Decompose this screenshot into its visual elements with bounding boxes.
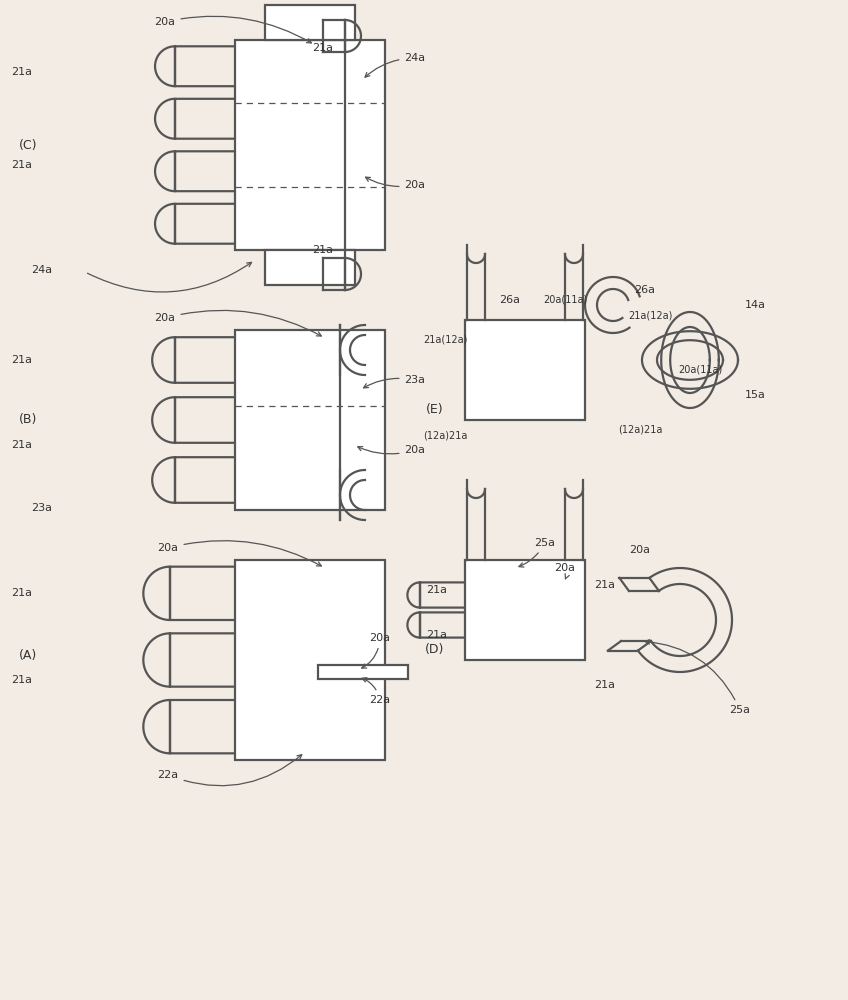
Text: 21a: 21a <box>427 585 448 595</box>
Text: 21a: 21a <box>594 580 616 590</box>
Text: 21a(12a): 21a(12a) <box>628 310 672 320</box>
Bar <box>265 250 355 285</box>
Bar <box>235 330 385 510</box>
Text: (E): (E) <box>427 403 444 416</box>
Text: 20a: 20a <box>629 545 650 555</box>
Bar <box>318 665 408 679</box>
Text: 26a: 26a <box>499 295 521 305</box>
Text: 21a: 21a <box>12 675 32 685</box>
Text: 21a(12a): 21a(12a) <box>423 335 467 345</box>
Text: 21a: 21a <box>427 630 448 640</box>
Text: (A): (A) <box>19 648 37 662</box>
Text: (B): (B) <box>19 414 37 426</box>
Text: 20a: 20a <box>555 563 576 579</box>
Text: 24a: 24a <box>365 53 426 77</box>
Text: 23a: 23a <box>31 503 53 513</box>
Text: 20a: 20a <box>154 16 311 43</box>
Text: 21a: 21a <box>12 440 32 450</box>
Text: 20a: 20a <box>154 310 321 336</box>
Text: (12a)21a: (12a)21a <box>423 430 467 440</box>
Text: 24a: 24a <box>31 265 53 275</box>
Bar <box>235 560 385 760</box>
Bar <box>465 560 585 660</box>
Text: 20a: 20a <box>362 633 390 668</box>
Bar <box>465 320 585 420</box>
Text: 21a: 21a <box>594 680 616 690</box>
Text: 23a: 23a <box>364 375 426 388</box>
Text: 21a: 21a <box>12 355 32 365</box>
Text: 20a(11a): 20a(11a) <box>678 365 722 375</box>
Text: 20a: 20a <box>365 177 426 190</box>
Text: 25a: 25a <box>519 538 555 567</box>
Text: 21a: 21a <box>12 588 32 598</box>
Text: 14a: 14a <box>745 300 766 310</box>
Text: 22a: 22a <box>362 678 391 705</box>
Text: 26a: 26a <box>634 285 656 295</box>
Text: 25a: 25a <box>645 640 750 715</box>
Text: 20a: 20a <box>158 541 321 566</box>
Text: 20a(11a): 20a(11a) <box>543 295 587 305</box>
Text: 21a: 21a <box>12 67 32 77</box>
Bar <box>235 40 385 250</box>
Text: (12a)21a: (12a)21a <box>618 425 662 435</box>
Text: 20a: 20a <box>358 445 426 455</box>
Text: (D): (D) <box>426 644 444 656</box>
Bar <box>265 5 355 40</box>
Text: 22a: 22a <box>158 755 302 786</box>
Text: 21a: 21a <box>313 245 333 255</box>
Text: 21a: 21a <box>12 160 32 170</box>
Text: 21a: 21a <box>313 43 333 53</box>
Text: 15a: 15a <box>745 390 766 400</box>
Text: (C): (C) <box>19 138 37 151</box>
